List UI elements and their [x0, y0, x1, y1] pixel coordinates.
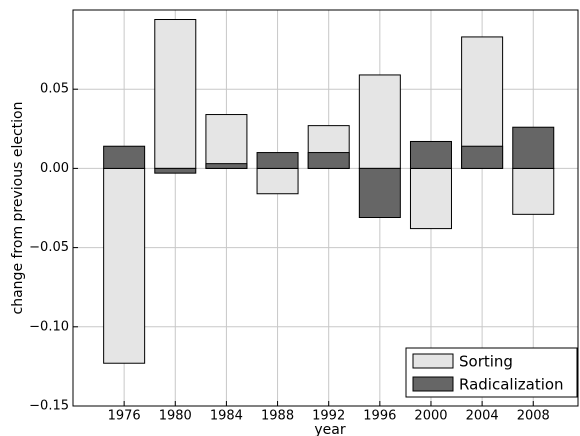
- x-axis-label: year: [314, 422, 345, 436]
- bar: [154, 167, 197, 174]
- y-tick-label: −0.10: [29, 319, 69, 334]
- legend-label: Radicalization: [459, 376, 564, 394]
- bar: [103, 167, 146, 364]
- x-tick-label: 1992: [312, 409, 345, 424]
- bar: [461, 145, 504, 169]
- x-tick-label: 1984: [210, 409, 243, 424]
- y-tick-label: −0.15: [29, 399, 69, 414]
- y-tick-label: 0.00: [40, 161, 69, 176]
- plot-frame: [72, 9, 579, 407]
- bar: [409, 167, 452, 230]
- x-tick-label: 2008: [517, 409, 550, 424]
- x-tick-label: 1976: [108, 409, 141, 424]
- bar: [256, 167, 299, 195]
- bar: [409, 140, 452, 169]
- bar: [205, 163, 248, 169]
- x-tick-label: 1980: [159, 409, 192, 424]
- x-tick-label: 2004: [466, 409, 499, 424]
- x-tick-label: 1996: [363, 409, 396, 424]
- bar: [205, 114, 248, 169]
- legend-label: Sorting: [459, 353, 513, 371]
- bar: [154, 19, 197, 169]
- y-axis-label: change from previous election: [10, 102, 26, 315]
- bar: [256, 152, 299, 169]
- bar: [358, 167, 401, 219]
- legend-swatch: [412, 353, 454, 369]
- bar: [307, 152, 350, 169]
- x-tick-label: 2000: [414, 409, 447, 424]
- legend-swatch: [412, 376, 454, 392]
- bar: [512, 126, 555, 169]
- x-tick-label: 1988: [261, 409, 294, 424]
- bar: [103, 145, 146, 169]
- bar: [358, 74, 401, 169]
- y-tick-label: 0.05: [40, 82, 69, 97]
- bar: [512, 167, 555, 215]
- y-tick-label: −0.05: [29, 240, 69, 255]
